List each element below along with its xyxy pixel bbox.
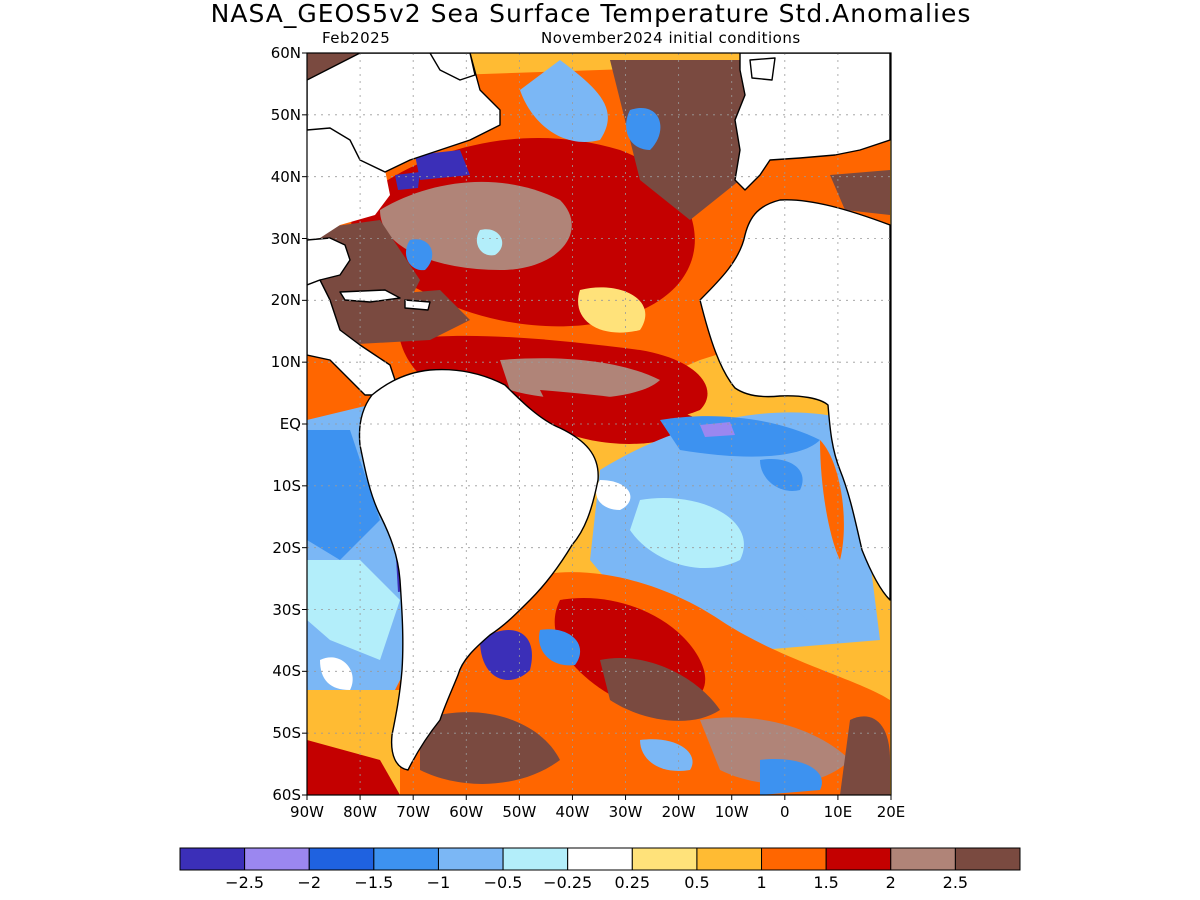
colorbar-swatch-1	[244, 847, 310, 871]
colorbar-label-9: 1.5	[813, 873, 839, 892]
colorbar-label-11: 2.5	[942, 873, 969, 892]
colorbar-swatch-8	[696, 847, 763, 871]
lat-label-11: 50S	[272, 724, 301, 743]
lat-label-5: 10N	[270, 353, 301, 372]
lon-label-4: 50W	[502, 803, 537, 821]
lat-label-0: 60N	[270, 44, 301, 62]
lon-label-0: 90W	[290, 803, 324, 821]
lat-label-7: 10S	[272, 476, 301, 495]
colorbar-swatch-2	[308, 847, 375, 871]
valid-month-label: Feb2025	[322, 29, 391, 47]
lon-label-1: 80W	[343, 803, 378, 821]
colorbar-swatch-12	[954, 847, 1021, 871]
colorbar-label-7: 0.5	[684, 873, 710, 892]
colorbar-swatch-7	[631, 847, 698, 871]
colorbar-label-1: −2	[297, 873, 322, 892]
colorbar-label-5: −0.25	[543, 873, 593, 892]
lon-label-9: 0	[780, 803, 790, 821]
colorbar-swatch-5	[502, 847, 569, 871]
colorbar-swatch-10	[825, 847, 892, 871]
lat-label-4: 20N	[270, 291, 301, 310]
colorbar-swatch-3	[373, 847, 439, 871]
lon-label-7: 20W	[661, 803, 696, 821]
lat-label-3: 30N	[270, 229, 301, 248]
colorbar	[179, 847, 1021, 871]
lat-label-8: 20S	[272, 538, 301, 557]
colorbar-label-2: −1.5	[354, 873, 394, 892]
colorbar-swatch-9	[761, 847, 827, 871]
colorbar-swatch-4	[437, 847, 504, 871]
lon-label-8: 10W	[714, 803, 749, 821]
lon-label-2: 70W	[396, 803, 431, 821]
initial-conditions-label: November2024 initial conditions	[541, 29, 801, 47]
lon-label-10: 10E	[823, 803, 853, 821]
lat-label-6: EQ	[279, 415, 301, 433]
lon-label-11: 20E	[876, 803, 906, 821]
colorbar-label-10: 2	[885, 873, 896, 892]
colorbar-label-0: −2.5	[225, 873, 265, 892]
lon-label-6: 30W	[608, 803, 643, 821]
lat-label-12: 60S	[272, 786, 301, 804]
lat-label-10: 40S	[272, 662, 301, 681]
colorbar-label-6: 0.25	[614, 873, 651, 892]
colorbar-label-3: −1	[426, 873, 451, 892]
colorbar-swatch-11	[890, 847, 956, 871]
colorbar-label-4: −0.5	[483, 873, 523, 892]
lat-label-2: 40N	[270, 167, 301, 186]
colorbar-swatch-6	[567, 847, 633, 871]
lon-label-5: 40W	[555, 803, 590, 821]
colorbar-label-8: 1	[756, 873, 767, 892]
lat-label-1: 50N	[270, 105, 301, 124]
graticule	[307, 53, 891, 795]
map-title: NASA_GEOS5v2 Sea Surface Temperature Std…	[210, 0, 972, 28]
lat-label-9: 30S	[272, 600, 301, 619]
land-masses	[307, 53, 891, 771]
colorbar-swatch-0	[179, 847, 246, 871]
lon-label-3: 60W	[449, 803, 484, 821]
